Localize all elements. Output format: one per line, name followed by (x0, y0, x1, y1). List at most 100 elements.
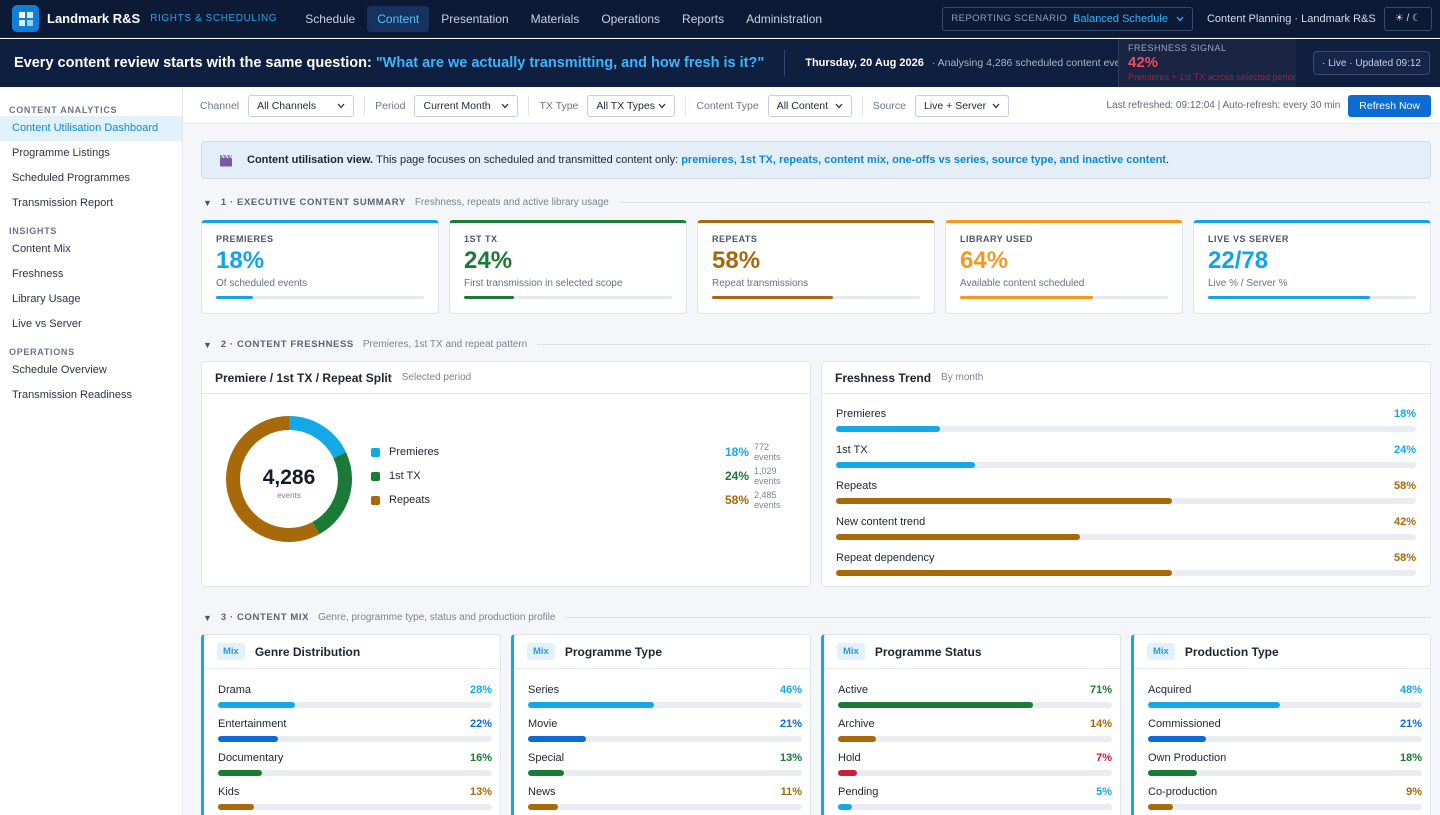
tx-type-filter-label: TX Type (539, 99, 579, 112)
sidebar-section-content-analytics: CONTENT ANALYTICS (9, 105, 118, 115)
content-type-filter-label: Content Type (696, 99, 759, 112)
bar-percent: 13% (779, 752, 802, 764)
mix-row: Special 13% (528, 751, 802, 776)
mix-row: Archive 14% (838, 717, 1112, 742)
bar-label: Active (838, 684, 868, 696)
kpi-label: REPEATS (712, 234, 758, 244)
info-end: . (1165, 154, 1170, 166)
legend-repeats: Repeats 58% 2,485 events (371, 490, 797, 510)
bar-percent: 14% (1089, 718, 1112, 730)
bar-label: Movie (528, 718, 558, 730)
bar-label: Hold (838, 752, 861, 764)
bar-fill (1148, 804, 1173, 810)
legend-swatch (371, 471, 380, 481)
section-executive-summary-header[interactable]: ▼ 1 · EXECUTIVE CONTENT SUMMARY Freshnes… (203, 197, 1431, 208)
reporting-scenario-select[interactable]: REPORTING SCENARIO Balanced Schedule (942, 6, 1193, 31)
legend-percent: 58% (724, 493, 749, 507)
nav-content[interactable]: Content (367, 5, 430, 32)
mix-panel-programme-type: Mix Programme Type Series 46% Movie 21% Sp… (511, 634, 811, 815)
nav-operations[interactable]: Operations (601, 11, 661, 26)
section-content-mix-header[interactable]: ▼ 3 · CONTENT MIX Genre, programme type,… (203, 612, 1431, 623)
mix-panel-header: Mix Genre Distribution (204, 635, 500, 669)
bar-fill (838, 804, 852, 810)
bar-percent: 9% (1406, 786, 1422, 798)
section-content-freshness-header[interactable]: ▼ 2 · CONTENT FRESHNESS Premieres, 1st T… (203, 339, 1431, 350)
app-logo-icon[interactable] (12, 5, 39, 32)
section-subtitle: Genre, programme type, status and produc… (318, 612, 556, 623)
sidebar-item-library-usage[interactable]: Library Usage (12, 293, 81, 305)
sidebar-item-content-mix[interactable]: Content Mix (12, 243, 71, 255)
banner-date: Thursday, 20 Aug 2026 (805, 57, 924, 69)
kpi-value: 24% (464, 247, 513, 274)
collapse-caret-icon[interactable]: ▼ (203, 197, 212, 208)
scenario-label: REPORTING SCENARIO (951, 13, 1068, 24)
bar-track (218, 804, 492, 810)
bar-fill (218, 770, 262, 776)
mix-row: Kids 13% (218, 785, 492, 810)
kpi-card-premieres: PREMIERES 18% Of scheduled events (201, 220, 439, 314)
refresh-now-button[interactable]: Refresh Now (1348, 94, 1431, 117)
sidebar-item-programme-listings[interactable]: Programme Listings (12, 147, 110, 159)
kpi-progress-bar (960, 296, 1168, 299)
bar-percent: 58% (1393, 552, 1416, 564)
bar-label: Drama (218, 684, 252, 696)
content-type-select[interactable]: All Content (767, 94, 852, 117)
bar-track (836, 570, 1416, 576)
period-select[interactable]: Current Month (414, 94, 519, 117)
legend-premieres: Premieres 18% 772 events (371, 442, 797, 462)
sidebar-item-schedule-overview[interactable]: Schedule Overview (12, 364, 107, 376)
nav-administration[interactable]: Administration (746, 11, 823, 26)
bar-percent: 7% (1096, 752, 1112, 764)
kpi-subtext: Available content scheduled (960, 278, 1085, 289)
chevron-down-icon (835, 103, 843, 108)
sidebar-item-scheduled-programmes[interactable]: Scheduled Programmes (12, 172, 131, 184)
bar-percent: 58% (1393, 480, 1416, 492)
legend-swatch (371, 495, 380, 505)
bar-percent: 11% (780, 786, 802, 798)
collapse-caret-icon[interactable]: ▼ (203, 612, 212, 623)
bar-track (836, 462, 1416, 468)
nav-schedule[interactable]: Schedule (305, 11, 356, 26)
sidebar-item-live-vs-server[interactable]: Live vs Server (12, 318, 82, 330)
bar-track (836, 498, 1416, 504)
kpi-label: 1ST TX (464, 234, 498, 244)
split-panel-title: Premiere / 1st TX / Repeat Split (215, 370, 392, 385)
nav-materials[interactable]: Materials (530, 11, 580, 26)
kpi-progress-fill (1208, 296, 1371, 299)
mix-panel-header: Mix Production Type (1134, 635, 1430, 669)
mix-row: Hold 7% (838, 751, 1112, 776)
mix-panel-title: Production Type (1184, 644, 1279, 659)
chevron-down-icon (337, 103, 345, 108)
sidebar-item-transmission-report[interactable]: Transmission Report (12, 197, 114, 209)
mix-badge: Mix (527, 643, 555, 660)
mix-row: Entertainment 22% (218, 717, 492, 742)
bar-track (1148, 770, 1422, 776)
nav-presentation[interactable]: Presentation (441, 11, 509, 26)
info-banner: Content utilisation view. This page focu… (201, 141, 1431, 179)
bar-label: New content trend (836, 516, 926, 528)
bar-fill (528, 804, 559, 810)
sidebar-item-content-utilisation-dashboard[interactable]: Content Utilisation Dashboard (0, 116, 182, 141)
trend-row-1st-tx: 1st TX 24% (836, 443, 1416, 468)
tx-type-select[interactable]: All TX Types (587, 94, 676, 117)
theme-toggle-button[interactable]: ☀ / ☾ (1383, 6, 1432, 31)
legend-label: Repeats (389, 494, 430, 506)
sidebar-item-freshness[interactable]: Freshness (12, 268, 64, 280)
legend-swatch (371, 447, 380, 457)
collapse-caret-icon[interactable]: ▼ (203, 339, 212, 350)
sidebar-item-transmission-readiness[interactable]: Transmission Readiness (12, 389, 133, 401)
bar-label: Repeats (836, 480, 877, 492)
top-navigation: Landmark R&S RIGHTS & SCHEDULING Schedul… (0, 0, 1440, 38)
bar-fill (836, 462, 976, 468)
bar-percent: 71% (1089, 684, 1112, 696)
source-select[interactable]: Live + Server (914, 94, 1009, 117)
channel-select[interactable]: All Channels (248, 94, 355, 117)
bar-fill (1148, 770, 1198, 776)
bar-label: Co-production (1148, 786, 1218, 798)
section-subtitle: Premieres, 1st TX and repeat pattern (362, 339, 528, 350)
nav-reports[interactable]: Reports (682, 11, 725, 26)
kpi-progress-fill (216, 296, 254, 299)
bar-fill (838, 770, 858, 776)
bar-fill (838, 702, 1033, 708)
bar-fill (836, 498, 1173, 504)
